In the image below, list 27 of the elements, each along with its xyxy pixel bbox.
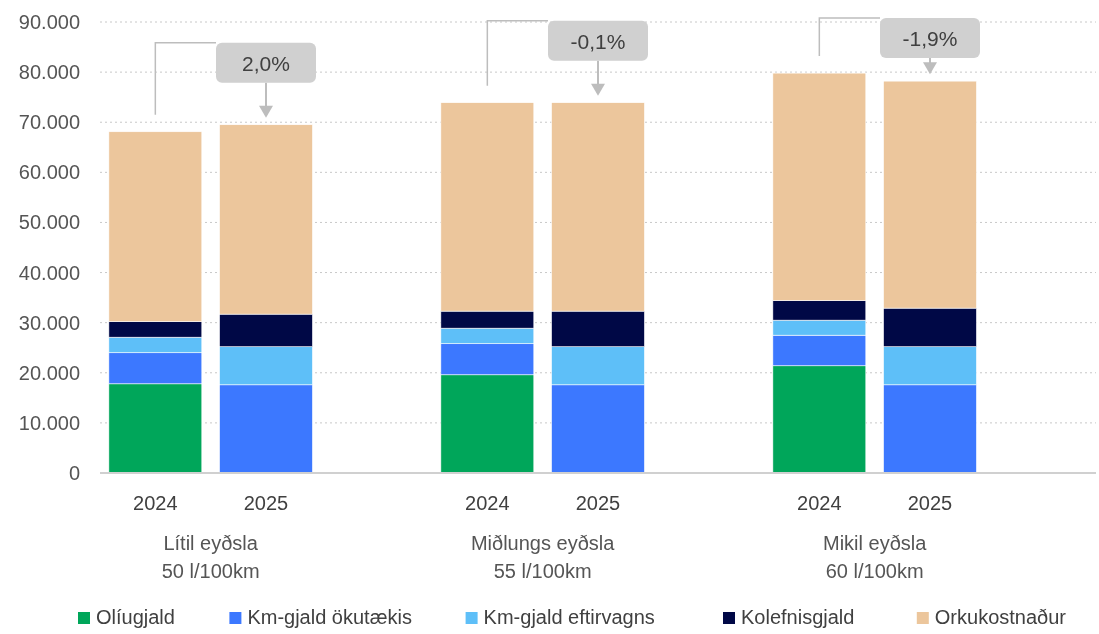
annotation: -0,1% [570, 29, 626, 53]
x-tick-label: 2024 [465, 492, 510, 514]
y-tick-label: 10.000 [18, 411, 80, 434]
y-tick-label: 90.000 [18, 11, 80, 33]
x-tick-label: 2024 [797, 492, 842, 514]
x-tick-label: 2025 [575, 492, 621, 514]
y-tick-label: 0 [68, 462, 80, 484]
text: Mikil eyðsla 60 l/100km [822, 532, 928, 582]
y-tick-label: 50.000 [18, 211, 80, 234]
legend-label: Orkukostnaður [934, 606, 1067, 628]
legend-label: Olíugjald [96, 606, 175, 628]
y-tick-label: 60.000 [18, 161, 80, 184]
y-tick-label: 20.000 [18, 361, 80, 384]
legend-label: Km-gjald ökutækis [247, 606, 412, 628]
text: Miðlungs eyðsla 55 l/100km [470, 532, 616, 582]
x-tick-label: 2025 [243, 492, 289, 514]
legend-label: Kolefnisgjald [741, 606, 855, 628]
x-tick-label: 2025 [907, 492, 953, 514]
legend-label: Km-gjald eftirvagns [483, 606, 655, 628]
annotation: 2,0% [242, 51, 290, 75]
x-tick-label: 2024 [133, 492, 178, 514]
annotation: -1,9% [902, 27, 958, 50]
y-tick-label: 30.000 [18, 311, 80, 334]
y-tick-label: 80.000 [18, 61, 80, 84]
text: Lítil eyðsla 50 l/100km [161, 532, 260, 582]
y-tick-label: 40.000 [18, 261, 80, 284]
y-tick-label: 70.000 [18, 111, 80, 134]
